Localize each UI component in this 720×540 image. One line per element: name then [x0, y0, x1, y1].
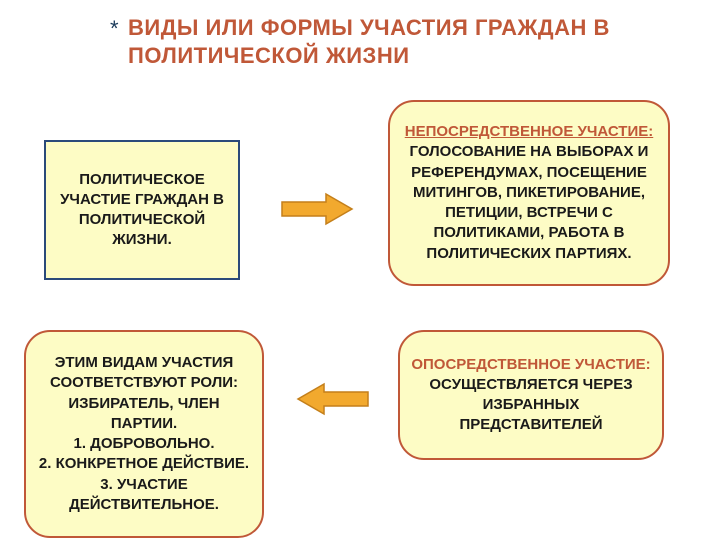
slide-title-wrap: * ВИДЫ ИЛИ ФОРМЫ УЧАСТИЯ ГРАЖДАН В ПОЛИТ…	[110, 14, 680, 69]
box-right-bottom-content: ОПОСРЕДСТВЕННОЕ УЧАСТИЕ: ОСУЩЕСТВЛЯЕТСЯ …	[410, 355, 652, 436]
box-right-top-heading: НЕПОСРЕДСТВЕННОЕ УЧАСТИЕ:	[405, 123, 654, 140]
asterisk: *	[110, 16, 119, 42]
arrow-right-icon	[280, 190, 354, 228]
slide-title: ВИДЫ ИЛИ ФОРМЫ УЧАСТИЯ ГРАЖДАН В ПОЛИТИЧ…	[128, 14, 680, 69]
box-right-bottom: ОПОСРЕДСТВЕННОЕ УЧАСТИЕ: ОСУЩЕСТВЛЯЕТСЯ …	[398, 330, 664, 460]
box-right-top-text: ГОЛОСОВАНИЕ НА ВЫБОРАХ И РЕФЕРЕНДУМАХ, П…	[410, 143, 649, 261]
box-left-bottom-text: ЭТИМ ВИДАМ УЧАСТИЯ СООТВЕТСТВУЮТ РОЛИ: И…	[36, 353, 252, 515]
box-right-top: НЕПОСРЕДСТВЕННОЕ УЧАСТИЕ: ГОЛОСОВАНИЕ НА…	[388, 100, 670, 286]
box-left-bottom: ЭТИМ ВИДАМ УЧАСТИЯ СООТВЕТСТВУЮТ РОЛИ: И…	[24, 330, 264, 538]
box-right-bottom-text: ОСУЩЕСТВЛЯЕТСЯ ЧЕРЕЗ ИЗБРАННЫХ ПРЕДСТАВИ…	[429, 376, 632, 434]
box-right-bottom-heading: ОПОСРЕДСТВЕННОЕ УЧАСТИЕ:	[411, 356, 650, 373]
box-right-top-content: НЕПОСРЕДСТВЕННОЕ УЧАСТИЕ: ГОЛОСОВАНИЕ НА…	[400, 122, 658, 264]
arrow-left-icon	[296, 380, 370, 418]
box-left-top: ПОЛИТИЧЕСКОЕ УЧАСТИЕ ГРАЖДАН В ПОЛИТИЧЕС…	[44, 140, 240, 280]
box-left-top-text: ПОЛИТИЧЕСКОЕ УЧАСТИЕ ГРАЖДАН В ПОЛИТИЧЕС…	[56, 170, 228, 251]
